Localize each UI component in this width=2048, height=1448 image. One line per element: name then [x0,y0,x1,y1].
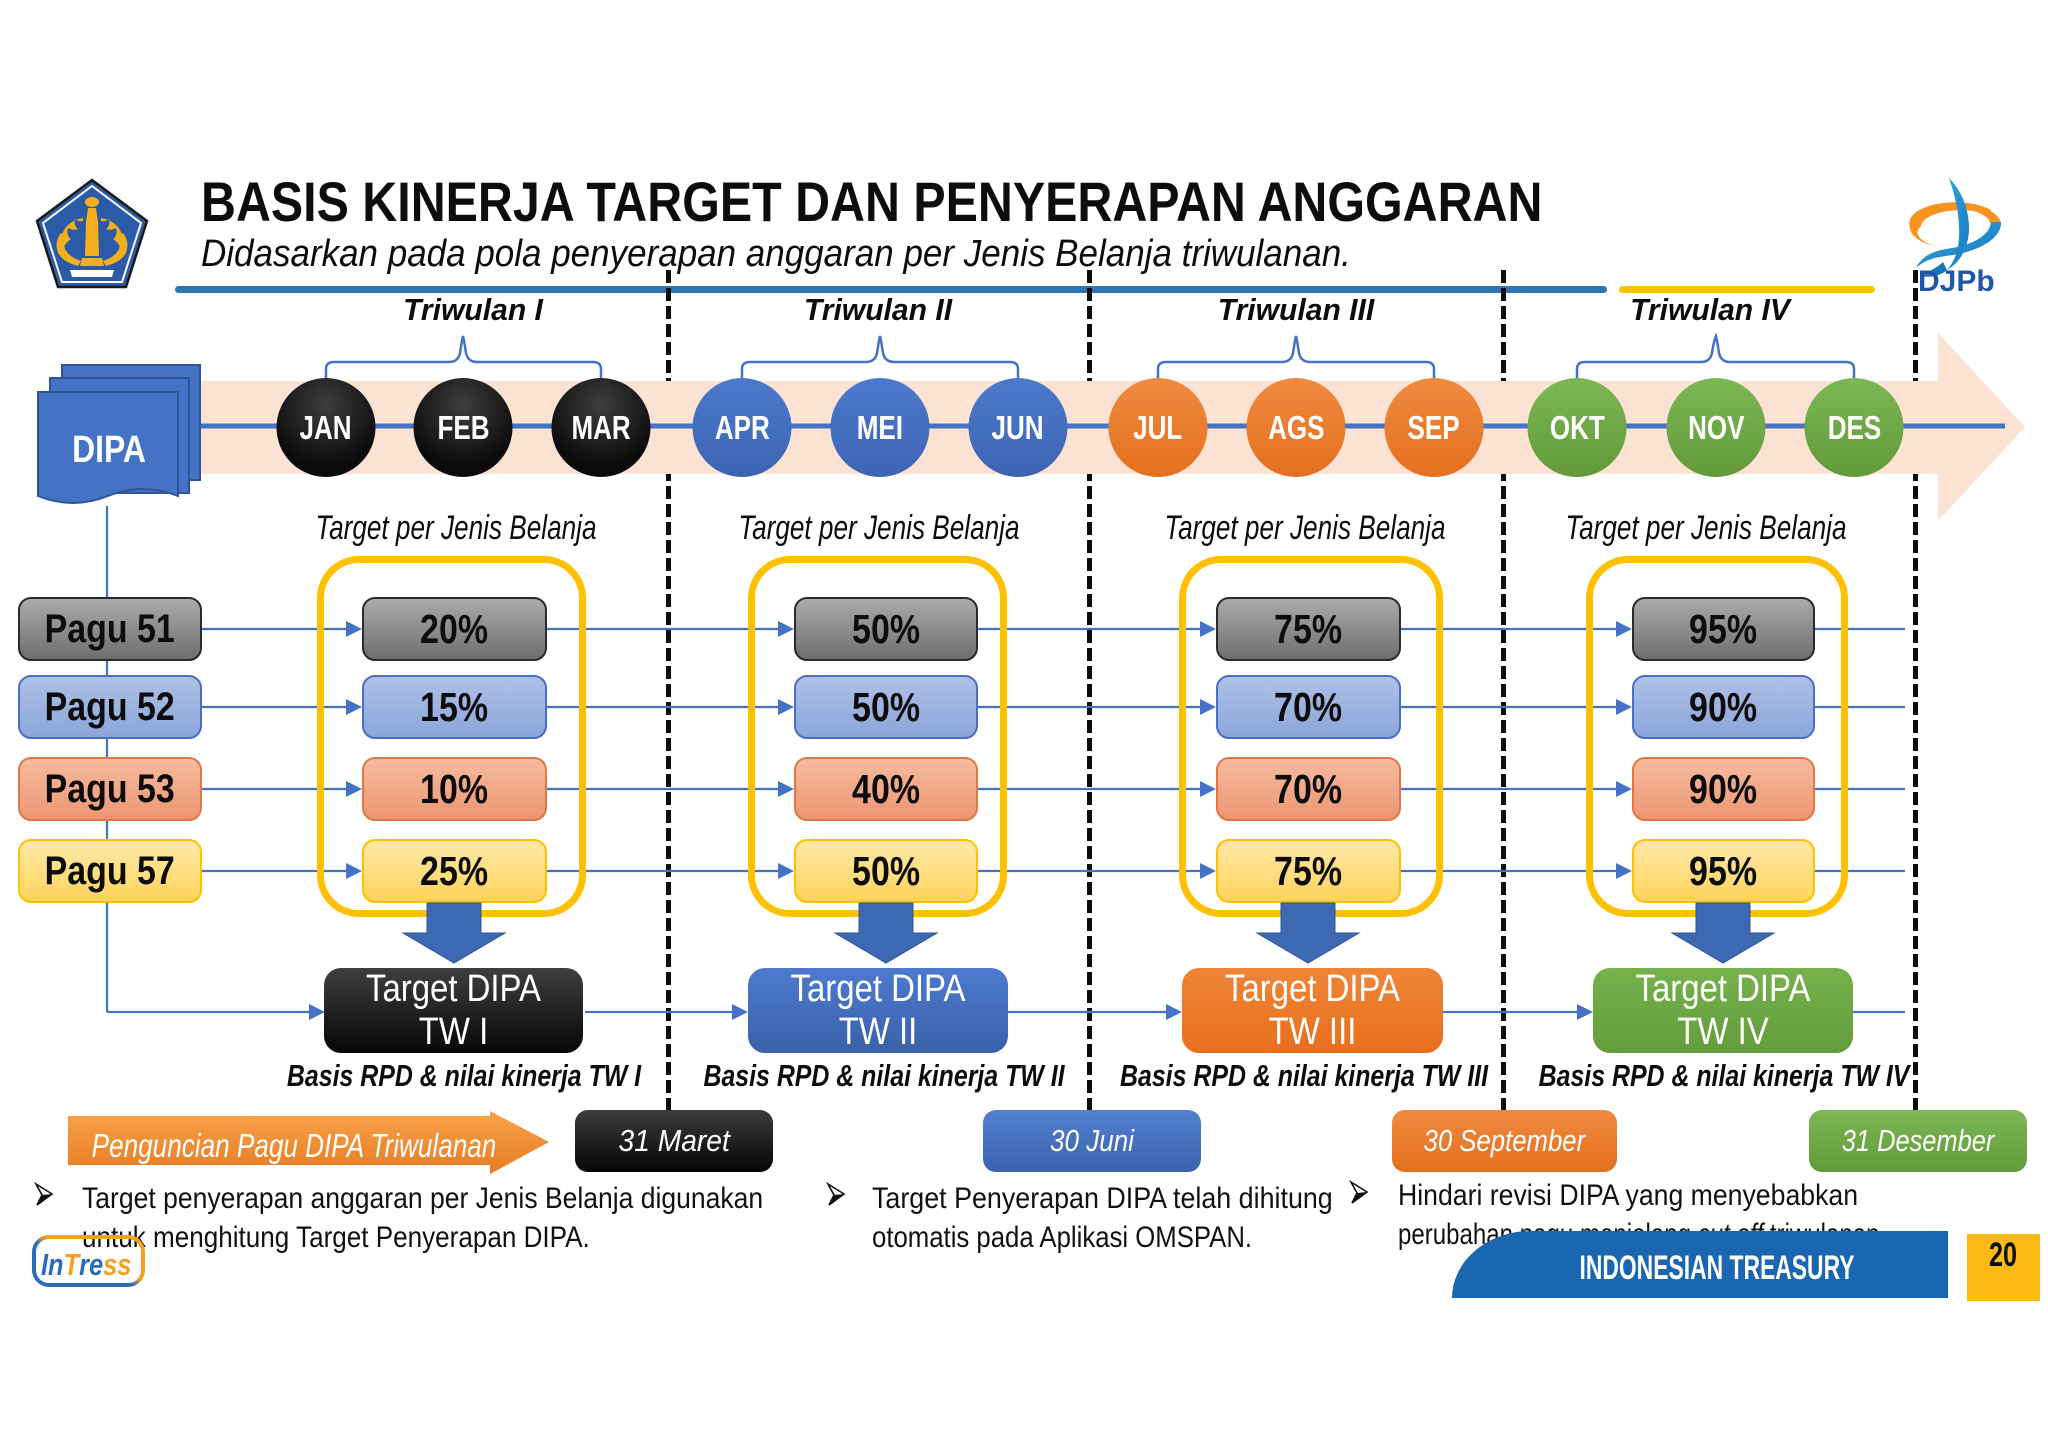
svg-text:DJPb: DJPb [1918,265,1995,298]
svg-text:DIPA: DIPA [72,428,146,470]
svg-text:InTress: InTress [41,1248,131,1283]
svg-text:Penguncian Pagu DIPA Triwulana: Penguncian Pagu DIPA Triwulanan [92,1128,497,1165]
